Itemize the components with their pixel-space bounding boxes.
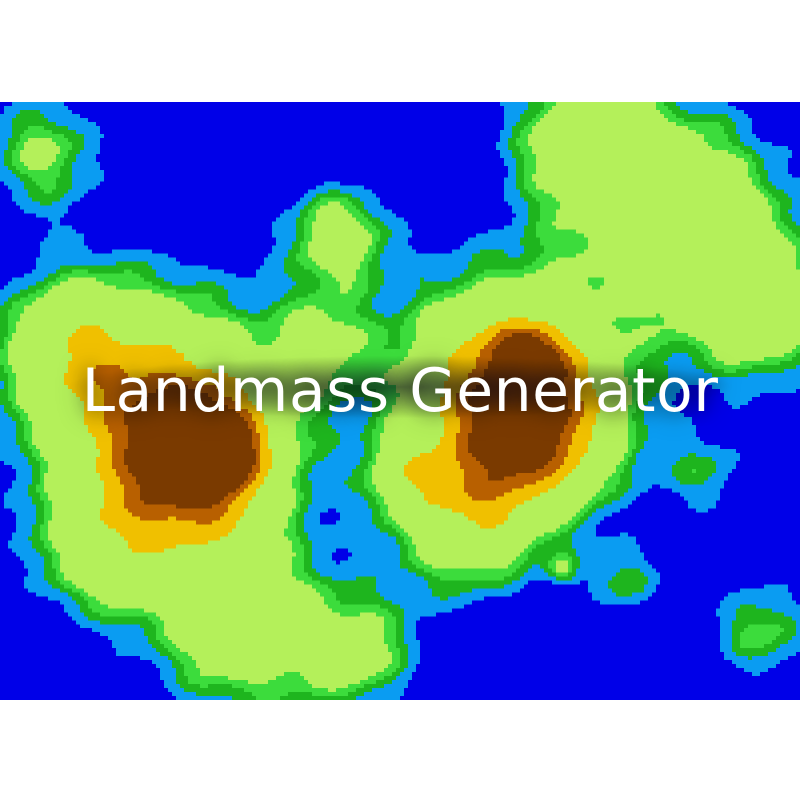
page-title: Landmass Generator [81,356,719,426]
